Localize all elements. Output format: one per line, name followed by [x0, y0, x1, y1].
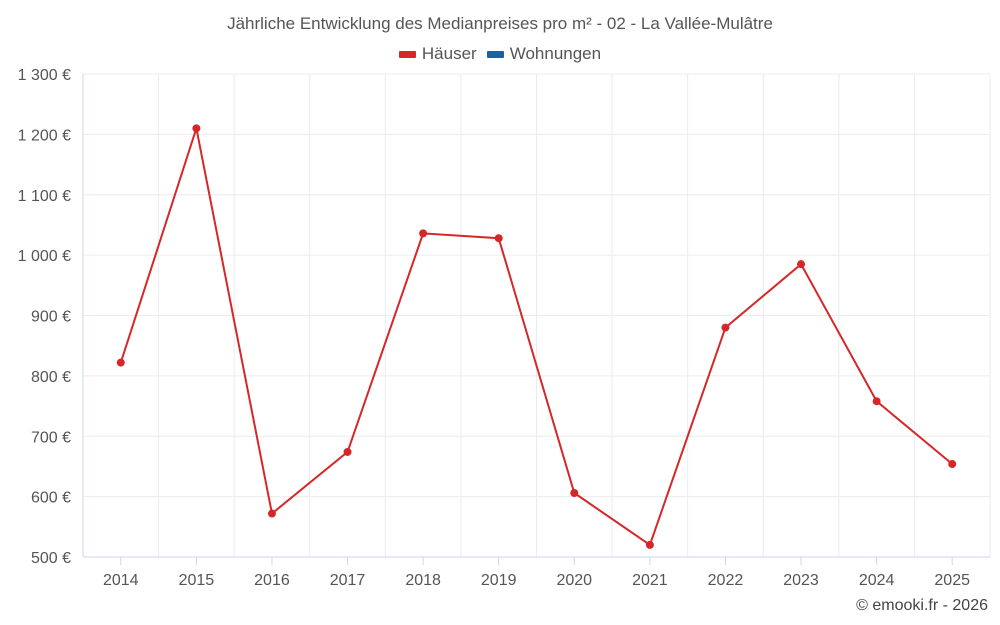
y-tick-label: 600 €: [31, 490, 71, 507]
legend-label-haeuser: Häuser: [421, 44, 477, 63]
x-tick-label: 2018: [405, 572, 441, 589]
y-tick-label: 800 €: [31, 369, 71, 386]
data-point: [872, 397, 881, 406]
legend-swatch-wohnungen: [486, 50, 504, 58]
x-tick-label: 2014: [103, 572, 139, 589]
chart-title: Jährliche Entwicklung des Medianpreises …: [227, 14, 773, 33]
y-tick-label: 500 €: [31, 550, 71, 567]
legend-swatch-haeuser: [398, 50, 416, 58]
y-tick-label: 1 300 €: [18, 67, 71, 84]
y-tick-label: 1 200 €: [18, 127, 71, 144]
data-point: [645, 540, 654, 549]
y-tick-label: 1 000 €: [18, 248, 71, 265]
y-tick-label: 1 100 €: [18, 188, 71, 205]
x-tick-label: 2024: [859, 572, 895, 589]
x-tick-label: 2023: [783, 572, 819, 589]
legend-label-wohnungen: Wohnungen: [509, 44, 602, 63]
x-tick-label: 2017: [330, 572, 366, 589]
credit-text: © emooki.fr - 2026: [856, 597, 988, 614]
data-point: [948, 460, 957, 469]
x-tick-label: 2015: [179, 572, 215, 589]
data-point: [267, 509, 276, 518]
x-tick-label: 2016: [254, 572, 290, 589]
data-point: [570, 489, 579, 498]
data-point: [192, 124, 201, 133]
legend-item-haeuser[interactable]: Häuser: [398, 44, 477, 64]
x-tick-label: 2021: [632, 572, 668, 589]
data-point: [797, 260, 806, 269]
x-tick-label: 2025: [934, 572, 970, 589]
data-point: [419, 229, 428, 238]
x-tick-label: 2020: [556, 572, 592, 589]
x-tick-label: 2022: [708, 572, 744, 589]
legend-item-wohnungen[interactable]: Wohnungen: [486, 44, 602, 64]
data-point: [494, 234, 503, 243]
y-tick-label: 900 €: [31, 309, 71, 326]
data-point: [116, 358, 125, 367]
x-tick-label: 2019: [481, 572, 517, 589]
chart-legend: Häuser Wohnungen: [0, 44, 1000, 64]
series-line-0: [119, 124, 953, 547]
y-tick-label: 700 €: [31, 429, 71, 446]
data-point: [721, 323, 730, 332]
data-point: [343, 447, 352, 456]
